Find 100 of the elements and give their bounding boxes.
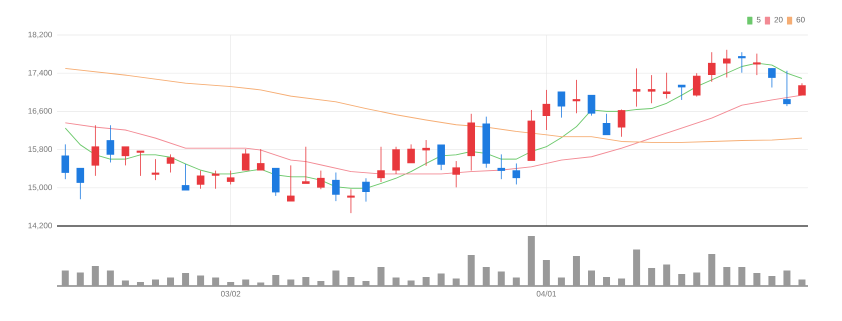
- candlestick: [302, 146, 310, 184]
- candlestick: [182, 164, 190, 191]
- candlestick: [708, 52, 716, 82]
- legend-label: 60: [796, 16, 805, 23]
- bar: [438, 273, 445, 286]
- candlestick: [106, 124, 114, 163]
- bar: [753, 272, 760, 286]
- candlestick: [196, 170, 204, 190]
- candlestick: [362, 178, 370, 202]
- y-tick-label: 18,200: [28, 32, 52, 38]
- candlestick: [422, 140, 430, 166]
- bar: [738, 266, 746, 286]
- bar: [287, 279, 294, 286]
- bar: [512, 277, 520, 286]
- bar: [197, 275, 204, 286]
- candlestick: [692, 72, 701, 97]
- candlestick: [512, 163, 520, 185]
- bar: [723, 266, 730, 286]
- candlestick: [632, 68, 640, 108]
- candlestick: [136, 150, 144, 176]
- line-series: [64, 68, 802, 143]
- bar: [347, 276, 354, 286]
- candlestick: [166, 154, 174, 173]
- candlestick: [212, 170, 220, 190]
- candlestick: [723, 49, 731, 78]
- candlestick: [122, 146, 130, 166]
- bar: [106, 270, 114, 286]
- bar: [468, 254, 475, 286]
- bar: [167, 277, 174, 286]
- bar: [648, 268, 656, 286]
- candlestick: [452, 160, 460, 188]
- candlestick: [287, 164, 295, 202]
- bar: [482, 266, 490, 286]
- candlestick: [76, 168, 84, 200]
- candlestick: [256, 148, 265, 171]
- candlestick: [648, 74, 656, 104]
- bar: [588, 270, 595, 286]
- bar: [378, 266, 385, 286]
- bar: [422, 276, 430, 286]
- bar: [663, 264, 670, 286]
- bar: [678, 274, 686, 286]
- candlestick: [377, 146, 385, 182]
- legend-label: 20: [774, 16, 783, 23]
- bar: [332, 270, 340, 286]
- candlestick: [542, 90, 550, 130]
- bar: [317, 280, 324, 286]
- bar: [498, 271, 505, 286]
- candlestick: [497, 154, 506, 180]
- bar: [783, 270, 790, 286]
- candlestick: [332, 172, 340, 202]
- candlestick: [392, 146, 400, 174]
- bar: [242, 279, 250, 286]
- bar: [768, 276, 776, 286]
- candlestick: [437, 144, 445, 171]
- candlestick: [738, 52, 746, 74]
- candlestick: [347, 188, 355, 214]
- candlestick: [783, 70, 791, 107]
- bar: [212, 277, 220, 286]
- bar: [227, 282, 234, 286]
- x-tick-label: 03/02: [220, 290, 240, 297]
- candlestick: [226, 170, 234, 185]
- candlestick: [678, 84, 686, 100]
- bar: [92, 266, 99, 286]
- candlestick: [768, 68, 776, 88]
- candlestick: [61, 144, 70, 180]
- bar: [302, 276, 310, 286]
- candlestick: [618, 109, 626, 138]
- bar: [272, 274, 280, 286]
- bar: [618, 278, 626, 286]
- bar: [708, 254, 716, 286]
- candlestick: [572, 79, 580, 114]
- candlestick: [272, 168, 280, 196]
- x-tick-label: 04/01: [536, 290, 556, 297]
- bar: [152, 279, 159, 286]
- bar: [182, 272, 190, 286]
- bar: [693, 272, 700, 286]
- y-tick-label: 15,000: [28, 184, 52, 192]
- bar: [62, 270, 69, 286]
- candlestick: [602, 113, 610, 136]
- candlestick: [588, 94, 596, 116]
- bar: [603, 276, 610, 286]
- bar: [408, 280, 415, 286]
- bar: [572, 256, 580, 286]
- bar: [558, 277, 565, 286]
- bar: [392, 277, 400, 286]
- legend-label: 5: [756, 16, 761, 22]
- bar: [362, 280, 370, 286]
- bar: [452, 278, 460, 286]
- candlestick: [407, 144, 415, 164]
- y-tick-label: 17,400: [28, 70, 52, 76]
- bar: [136, 282, 144, 286]
- candlestick: [317, 170, 325, 190]
- y-tick-label: 14,200: [28, 222, 52, 230]
- candlestick: [753, 53, 761, 76]
- candlestick: [798, 82, 806, 96]
- bar: [257, 282, 264, 286]
- bar: [542, 260, 550, 286]
- candlestick: [558, 91, 566, 118]
- bar: [528, 236, 535, 286]
- candlestick: [92, 124, 100, 176]
